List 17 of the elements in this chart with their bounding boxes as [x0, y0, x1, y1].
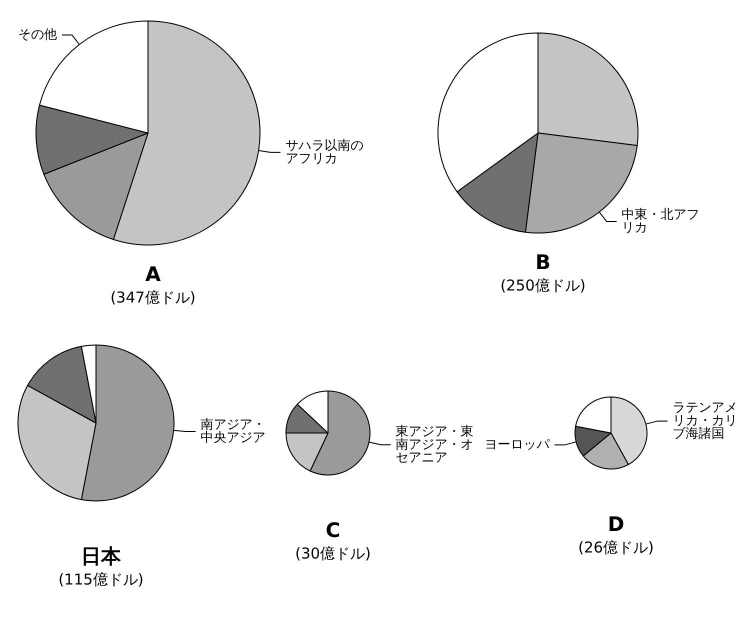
- text: D: [608, 512, 624, 536]
- slice-label: 中東・北アフリカ: [622, 207, 700, 236]
- text: C: [326, 518, 340, 542]
- slice-label: ラテンアメリカ・カリブ海諸国: [672, 400, 738, 442]
- text: (30億ドル): [295, 544, 371, 562]
- slice-label: その他: [18, 28, 57, 43]
- slice-label: 東アジア・東南アジア・オセアニア: [396, 424, 474, 466]
- slice-label: サハラ以南のアフリカ: [285, 138, 364, 166]
- text: B: [535, 250, 551, 274]
- text: (250億ドル): [500, 276, 586, 294]
- text: 日本: [81, 544, 122, 568]
- text: (115億ドル): [58, 570, 144, 588]
- text: (347億ドル): [110, 288, 196, 306]
- slice-label: ヨーロッパ: [484, 437, 551, 452]
- slice-label: 南アジア・中央アジア: [200, 417, 266, 446]
- text: (26億ドル): [578, 538, 654, 556]
- text: A: [145, 262, 162, 286]
